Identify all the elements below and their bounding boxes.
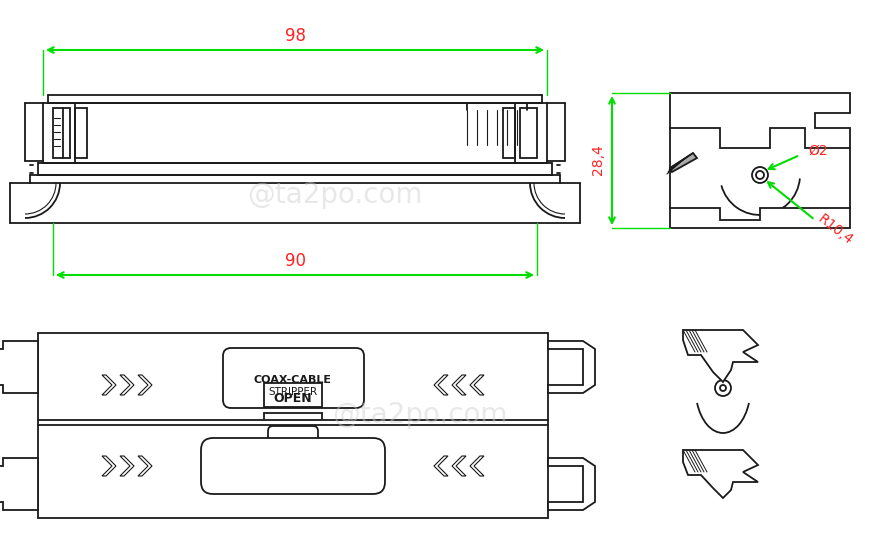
Polygon shape xyxy=(670,208,850,228)
Bar xyxy=(53,108,70,158)
Polygon shape xyxy=(0,341,38,393)
Text: COAX-CABLE: COAX-CABLE xyxy=(254,375,332,385)
Polygon shape xyxy=(683,450,758,498)
Text: @ta2po.com: @ta2po.com xyxy=(248,181,423,209)
Text: Ø2: Ø2 xyxy=(808,144,828,158)
Polygon shape xyxy=(548,341,595,393)
Polygon shape xyxy=(670,93,850,148)
Text: STRIPPER: STRIPPER xyxy=(269,387,317,397)
Bar xyxy=(264,383,322,407)
Circle shape xyxy=(752,167,768,183)
FancyBboxPatch shape xyxy=(223,348,364,408)
Text: @ta2po.com: @ta2po.com xyxy=(332,401,507,429)
Bar xyxy=(75,108,87,158)
Bar xyxy=(38,333,548,518)
Text: 90: 90 xyxy=(285,252,306,270)
Bar xyxy=(503,108,515,158)
FancyBboxPatch shape xyxy=(201,438,385,494)
Bar xyxy=(520,108,537,158)
Text: R10,4: R10,4 xyxy=(815,212,855,248)
Polygon shape xyxy=(0,458,38,510)
FancyBboxPatch shape xyxy=(268,426,318,450)
Text: OPEN: OPEN xyxy=(274,392,312,406)
Polygon shape xyxy=(548,458,595,510)
Text: 28,4: 28,4 xyxy=(591,145,605,176)
Text: 98: 98 xyxy=(285,27,306,45)
Circle shape xyxy=(715,380,731,396)
Polygon shape xyxy=(683,330,758,382)
Polygon shape xyxy=(670,153,697,172)
